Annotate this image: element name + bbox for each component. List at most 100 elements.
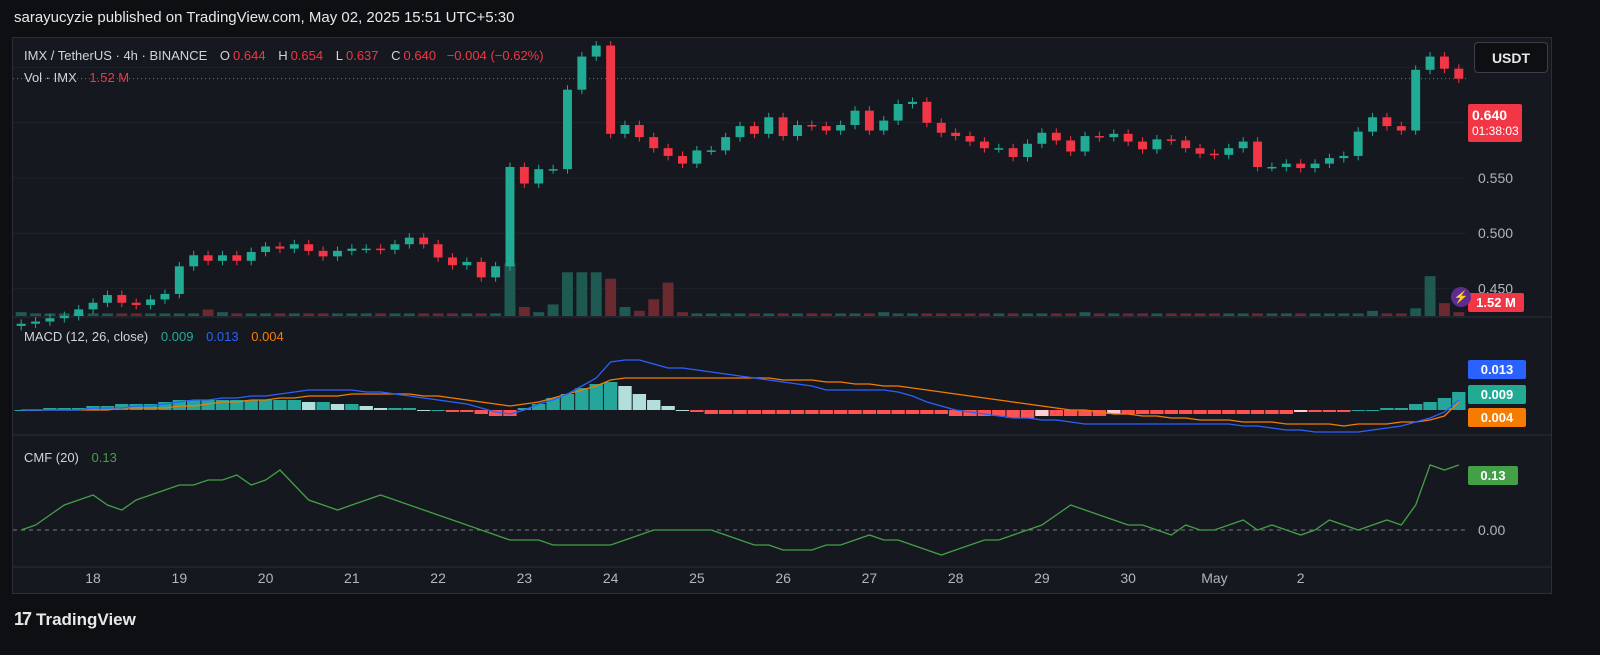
- candle: [678, 155, 687, 164]
- volume-bar: [849, 313, 861, 316]
- volume-bar: [1338, 313, 1350, 316]
- macd-histogram-bar: [431, 410, 445, 411]
- volume-label[interactable]: Vol · IMX: [24, 70, 77, 85]
- open-label: O: [219, 48, 231, 63]
- candle: [1425, 56, 1435, 70]
- volume-bar: [691, 313, 703, 316]
- volume-bar: [30, 313, 42, 316]
- macd-histogram-bar: [560, 394, 575, 410]
- volume-bar: [130, 313, 142, 316]
- cmf-line: [20, 464, 1460, 556]
- macd-badge: 0.013: [1468, 360, 1526, 379]
- time-tick-label: 19: [172, 570, 188, 586]
- macd-histogram-bar: [762, 410, 776, 414]
- candle: [1353, 131, 1363, 156]
- volume-bar: [705, 313, 717, 316]
- volume-legend: Vol · IMX 1.52 M: [24, 70, 132, 85]
- candle: [1051, 132, 1061, 141]
- lightning-icon[interactable]: ⚡: [1451, 287, 1471, 307]
- macd-histogram-bar: [1423, 402, 1437, 410]
- volume-bar: [590, 272, 602, 316]
- cmf-legend: CMF (20) 0.13: [24, 450, 120, 465]
- volume-bar: [677, 312, 688, 316]
- macd-histogram-bar: [316, 402, 330, 410]
- volume-bar: [734, 313, 746, 316]
- volume-bar: [389, 313, 401, 316]
- volume-bar: [518, 307, 530, 316]
- candle: [1080, 136, 1090, 152]
- volume-bar: [432, 313, 444, 316]
- candle: [1181, 140, 1191, 149]
- candle: [994, 148, 1004, 150]
- candle: [1368, 117, 1378, 132]
- candle: [606, 45, 616, 134]
- candle: [333, 250, 342, 257]
- macd-histogram-bar: [790, 410, 805, 414]
- macd-histogram-bar: [1222, 410, 1236, 414]
- macd-histogram-bar: [158, 402, 172, 410]
- macd-histogram-bar: [474, 410, 488, 414]
- macd-histogram-bar: [1107, 410, 1121, 414]
- candle: [663, 148, 673, 156]
- volume-bar: [763, 313, 775, 316]
- volume-bar: [173, 313, 185, 316]
- macd-histogram-bar: [14, 410, 28, 411]
- time-tick-label: 30: [1120, 570, 1136, 586]
- macd-histogram-bar: [747, 410, 762, 414]
- candle: [404, 237, 414, 245]
- volume-bar: [633, 310, 645, 316]
- macd-histogram-bar: [848, 410, 862, 414]
- volume-bar: [1194, 313, 1206, 316]
- candle: [275, 246, 285, 249]
- volume-bar: [878, 312, 890, 316]
- macd-histogram-bar: [287, 400, 302, 410]
- macd-histogram-bar: [1279, 410, 1293, 414]
- macd-histogram-bar: [1092, 410, 1107, 416]
- macd-signal-badge: 0.004: [1468, 408, 1526, 427]
- candle: [1382, 117, 1392, 127]
- volume-bar: [101, 313, 113, 316]
- volume-bar: [835, 313, 847, 316]
- macd-legend: MACD (12, 26, close) 0.009 0.013 0.004: [24, 329, 287, 344]
- candle: [217, 255, 227, 261]
- candle: [922, 101, 932, 123]
- volume-bar: [332, 313, 343, 316]
- volume-bar: [562, 272, 573, 316]
- volume-bar: [619, 307, 631, 316]
- macd-histogram-bar: [589, 384, 603, 410]
- volume-bar: [1122, 313, 1134, 316]
- macd-label[interactable]: MACD (12, 26, close): [24, 329, 149, 344]
- time-tick-label: May: [1201, 570, 1227, 586]
- time-tick-label: 21: [344, 570, 360, 586]
- macd-histogram-bar: [1035, 410, 1049, 416]
- change-value: −0.004 (−0.62%): [446, 48, 544, 63]
- symbol-label[interactable]: IMX / TetherUS · 4h · BINANCE: [24, 48, 208, 63]
- candle: [232, 255, 242, 261]
- candle: [879, 120, 889, 131]
- volume-bar: [116, 313, 128, 316]
- candle: [1224, 148, 1234, 155]
- candle: [31, 321, 41, 324]
- macd-histogram-bar: [891, 410, 905, 414]
- cmf-label[interactable]: CMF (20): [24, 450, 79, 465]
- candle: [189, 255, 199, 267]
- volume-bar: [1410, 308, 1422, 316]
- volume-bar: [504, 263, 516, 316]
- volume-bar: [1093, 313, 1105, 316]
- macd-histogram-bar: [1193, 410, 1207, 414]
- currency-unit-button[interactable]: USDT: [1474, 42, 1548, 73]
- volume-bar: [792, 313, 803, 316]
- volume-bar: [1381, 313, 1393, 316]
- candle: [735, 126, 745, 138]
- macd-histogram-bar: [1337, 410, 1351, 412]
- macd-histogram-bar: [647, 400, 661, 410]
- candle: [1152, 139, 1162, 150]
- volume-bar: [1036, 313, 1048, 316]
- candle: [1454, 68, 1464, 79]
- candle: [807, 125, 817, 127]
- volume-bar: [15, 312, 27, 316]
- candle: [376, 248, 386, 251]
- macd-line: [21, 359, 1460, 433]
- candle: [951, 132, 961, 137]
